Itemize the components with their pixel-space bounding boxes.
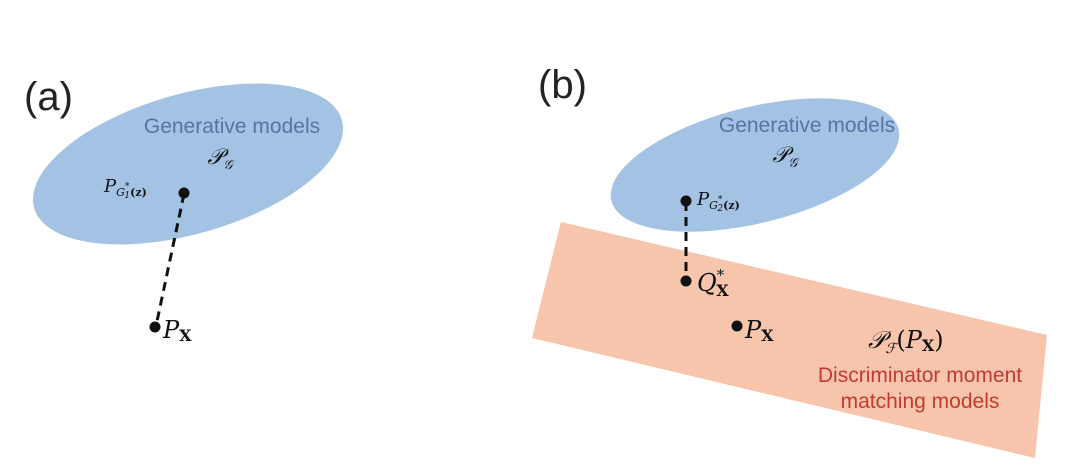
distance-dashed-line-a	[154, 193, 186, 327]
moment-matching-band	[532, 222, 1047, 458]
data-distribution-label-b: PX	[744, 316, 774, 345]
projection-point-label-b: Q* X	[697, 266, 729, 300]
generative-models-title-b: Generative models	[719, 114, 895, 137]
projection-point-b	[680, 275, 692, 287]
data-distribution-point-b	[731, 320, 743, 332]
generator-point-b	[680, 195, 692, 207]
panel-a-label: (a)	[24, 75, 73, 119]
moment-matching-title-line2: matching models	[841, 390, 1000, 413]
generator-point-label-a: PG* 1(z)	[103, 176, 147, 201]
data-distribution-point-a	[149, 321, 161, 333]
generative-models-set-b	[610, 98, 900, 232]
panel-a: (a) Generative models 𝒫𝒢 PG* 1(z) PX	[24, 75, 344, 345]
moment-matching-set-symbol: 𝒫ℱ(PX)	[868, 326, 944, 357]
moment-matching-title-line1: Discriminator moment	[818, 364, 1022, 387]
generative-models-set-a	[32, 83, 344, 245]
panel-b: (b) Generative models 𝒫𝒢 PG* 2(z) Q* X PX …	[532, 63, 1047, 458]
panel-b-label: (b)	[538, 63, 587, 107]
data-distribution-label-a: PX	[162, 316, 192, 345]
generator-point-a	[178, 187, 190, 199]
generative-models-title-a: Generative models	[144, 115, 320, 138]
generator-point-label-b: PG* 2(z)	[696, 189, 740, 214]
